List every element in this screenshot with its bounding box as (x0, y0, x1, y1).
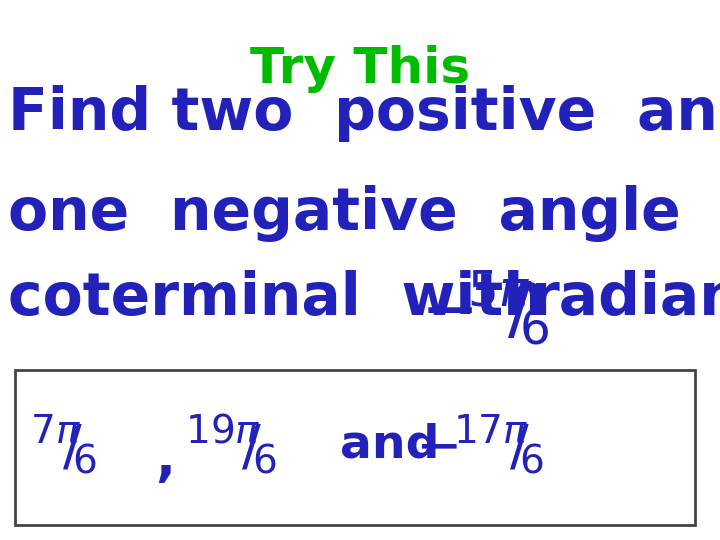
Text: $-\!^{17\pi}\!\!/\!_{6}$: $-\!^{17\pi}\!\!/\!_{6}$ (415, 413, 544, 477)
Text: $^{19\pi}\!\!/\!_{6}$: $^{19\pi}\!\!/\!_{6}$ (185, 413, 276, 477)
Text: and: and (340, 422, 439, 468)
Text: $^{7\pi}\!\!/\!_{6}$: $^{7\pi}\!\!/\!_{6}$ (30, 413, 96, 477)
Text: Try This: Try This (250, 45, 470, 93)
Text: Find two  positive  angle  and: Find two positive angle and (8, 85, 720, 142)
Text: one  negative  angle: one negative angle (8, 185, 680, 242)
Text: $-\!^{5\pi}\!\!/\!_{6}$: $-\!^{5\pi}\!\!/\!_{6}$ (420, 268, 550, 347)
Bar (15, 370, 695, 525)
Text: ,: , (155, 434, 175, 486)
Text: coterminal  with: coterminal with (8, 270, 545, 327)
Text: radians.: radians. (530, 270, 720, 327)
